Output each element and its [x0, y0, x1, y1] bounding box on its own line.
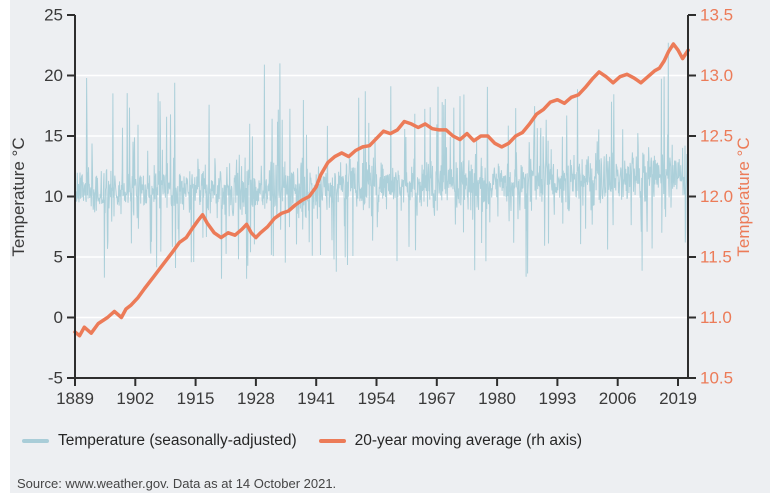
temperature-series-label: Temperature (seasonally-adjusted): [58, 432, 297, 449]
right-axis-tick-label: 12.0: [700, 187, 733, 206]
x-axis-tick-label: 1993: [538, 389, 576, 408]
x-axis-tick-label: 2006: [599, 389, 637, 408]
left-axis-tick-label: 25: [44, 6, 63, 25]
right-axis-tick-label: 13.5: [700, 6, 733, 25]
source-note: Source: www.weather.gov. Data as at 14 O…: [17, 476, 337, 491]
left-axis-tick-label: 20: [44, 66, 63, 85]
right-axis-tick-label: 11.0: [700, 308, 732, 327]
moving-average-line: [73, 42, 690, 338]
x-axis-tick-label: 1980: [478, 389, 516, 408]
right-axis-tick-label: 13.0: [700, 66, 733, 85]
x-axis-tick-label: 1967: [418, 389, 456, 408]
moving-average-swatch: [318, 439, 346, 443]
left-axis-tick-label: 15: [44, 127, 63, 146]
temperature-series-swatch: [22, 439, 49, 443]
x-axis-tick-label: 2019: [659, 389, 697, 408]
x-axis-tick-label: 1889: [56, 389, 94, 408]
temperature-series-line: [74, 42, 689, 279]
moving-average-label: 20-year moving average (rh axis): [354, 432, 583, 449]
x-axis-tick-label: 1915: [177, 389, 215, 408]
legend-item-moving-average: 20-year moving average (rh axis): [318, 432, 583, 450]
right-axis-tick-label: 10.5: [700, 369, 733, 388]
left-axis-tick-label: -5: [48, 369, 63, 388]
legend-item-temperature: Temperature (seasonally-adjusted): [22, 432, 297, 450]
right-axis-tick-label: 11.5: [700, 248, 732, 267]
left-axis-tick-label: 0: [54, 308, 63, 327]
x-axis-tick-label: 1928: [237, 389, 275, 408]
left-axis-tick-label: 10: [44, 187, 63, 206]
right-axis-tick-label: 12.5: [700, 127, 733, 146]
x-axis-tick-label: 1902: [116, 389, 154, 408]
left-axis-tick-label: 5: [54, 248, 63, 267]
x-axis-tick-label: 1941: [297, 389, 335, 408]
legend: Temperature (seasonally-adjusted) 20-yea…: [22, 432, 582, 450]
x-axis-tick-label: 1954: [358, 389, 396, 408]
